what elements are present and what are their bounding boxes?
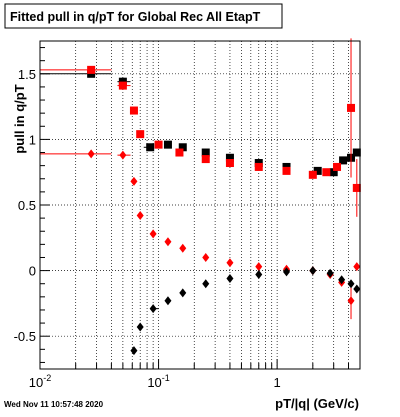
data-point-diamond: [130, 346, 138, 356]
data-point-diamond: [87, 149, 95, 159]
x-tick-label: 10-1: [147, 373, 169, 390]
data-point-diamond: [347, 296, 355, 306]
data-point-square: [313, 166, 322, 175]
data-point-diamond: [326, 268, 334, 278]
data-point-diamond: [202, 252, 210, 262]
y-axis-title: pull in q/pT: [12, 84, 27, 153]
data-point-square: [282, 166, 291, 175]
data-point-square: [225, 153, 234, 162]
data-point-square: [329, 168, 338, 177]
data-point-diamond: [179, 243, 187, 253]
data-point-square: [175, 148, 184, 157]
data-point-diamond: [255, 270, 263, 280]
data-point-square: [154, 140, 163, 149]
data-point-diamond: [130, 176, 138, 186]
data-point-diamond: [226, 273, 234, 283]
x-axis-title: pT/|q| (GeV/c): [275, 396, 359, 411]
y-tick-label: -0.5: [14, 329, 36, 344]
data-point-square: [308, 170, 317, 179]
data-point-square: [87, 65, 96, 74]
data-point-diamond: [136, 322, 144, 332]
data-point-diamond: [149, 304, 157, 314]
x-tick-label: 10-2: [29, 373, 51, 390]
y-tick-label: 0.5: [18, 198, 36, 213]
data-point-square: [352, 148, 361, 157]
grid: [39, 41, 361, 369]
data-point-square: [333, 162, 342, 171]
data-point-square: [118, 81, 127, 90]
data-point-diamond: [119, 150, 127, 160]
data-point-square: [322, 168, 331, 177]
data-point-diamond: [226, 258, 234, 268]
data-layer: [40, 38, 361, 356]
chart-title: Fitted pull in q/pT for Global Rec All E…: [10, 10, 261, 24]
data-point-diamond: [309, 266, 317, 276]
data-point-diamond: [347, 279, 355, 289]
data-point-square: [347, 103, 356, 112]
data-point-diamond: [149, 229, 157, 239]
data-point-square: [146, 143, 155, 152]
data-point-square: [201, 155, 210, 164]
y-tick-label: 0: [29, 264, 36, 279]
footer-timestamp: Wed Nov 11 10:57:48 2020: [4, 400, 104, 409]
title-box: [4, 3, 283, 29]
data-point-square: [129, 106, 138, 115]
data-point-diamond: [353, 284, 361, 294]
data-point-diamond: [164, 237, 172, 247]
data-point-square: [136, 130, 145, 139]
data-point-square: [178, 143, 187, 152]
data-point-square: [352, 183, 361, 192]
data-point-square: [201, 148, 210, 157]
data-point-diamond: [202, 279, 210, 289]
y-tick-label: 1: [29, 132, 36, 147]
data-point-diamond: [164, 296, 172, 306]
data-point-diamond: [179, 288, 187, 298]
data-point-diamond: [353, 262, 361, 272]
axes: 10-2 10-1 1 -0.5 0 0.5 1 1.5: [14, 47, 361, 390]
x-tick-label: 1: [274, 375, 281, 390]
data-point-square: [163, 140, 172, 149]
data-point-diamond: [283, 267, 291, 277]
data-point-square: [339, 156, 348, 165]
data-point-diamond: [338, 275, 346, 285]
y-tick-label: 1.5: [18, 67, 36, 82]
data-point-square: [225, 159, 234, 168]
data-point-diamond: [136, 210, 144, 220]
data-point-diamond: [255, 262, 263, 272]
data-point-square: [254, 162, 263, 171]
